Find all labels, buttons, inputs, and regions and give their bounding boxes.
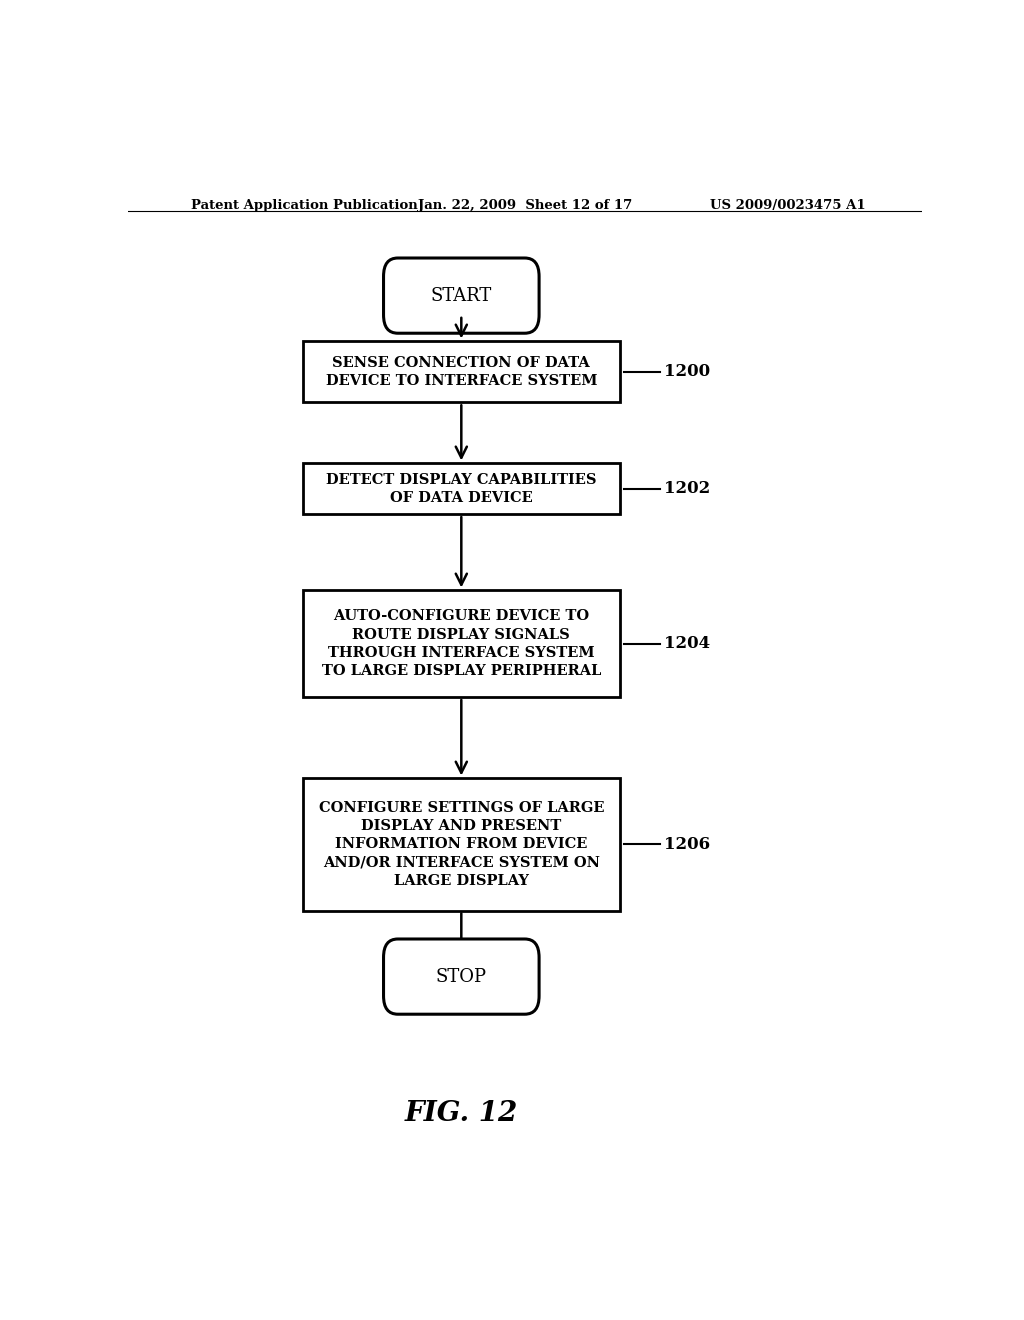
- Text: Jan. 22, 2009  Sheet 12 of 17: Jan. 22, 2009 Sheet 12 of 17: [418, 199, 632, 213]
- FancyBboxPatch shape: [384, 257, 539, 333]
- Text: STOP: STOP: [436, 968, 486, 986]
- Text: 1206: 1206: [664, 836, 710, 853]
- Text: FIG. 12: FIG. 12: [404, 1101, 518, 1127]
- Text: CONFIGURE SETTINGS OF LARGE
DISPLAY AND PRESENT
INFORMATION FROM DEVICE
AND/OR I: CONFIGURE SETTINGS OF LARGE DISPLAY AND …: [318, 801, 604, 888]
- FancyBboxPatch shape: [303, 463, 620, 515]
- Text: 1200: 1200: [664, 363, 710, 380]
- Text: 1204: 1204: [664, 635, 710, 652]
- FancyBboxPatch shape: [303, 779, 620, 911]
- FancyBboxPatch shape: [303, 342, 620, 403]
- Text: US 2009/0023475 A1: US 2009/0023475 A1: [711, 199, 866, 213]
- Text: Patent Application Publication: Patent Application Publication: [191, 199, 418, 213]
- Text: START: START: [431, 286, 492, 305]
- Text: 1202: 1202: [664, 480, 710, 498]
- FancyBboxPatch shape: [303, 590, 620, 697]
- Text: AUTO-CONFIGURE DEVICE TO
ROUTE DISPLAY SIGNALS
THROUGH INTERFACE SYSTEM
TO LARGE: AUTO-CONFIGURE DEVICE TO ROUTE DISPLAY S…: [322, 609, 601, 678]
- Text: SENSE CONNECTION OF DATA
DEVICE TO INTERFACE SYSTEM: SENSE CONNECTION OF DATA DEVICE TO INTER…: [326, 355, 597, 388]
- Text: DETECT DISPLAY CAPABILITIES
OF DATA DEVICE: DETECT DISPLAY CAPABILITIES OF DATA DEVI…: [326, 473, 597, 506]
- FancyBboxPatch shape: [384, 939, 539, 1014]
